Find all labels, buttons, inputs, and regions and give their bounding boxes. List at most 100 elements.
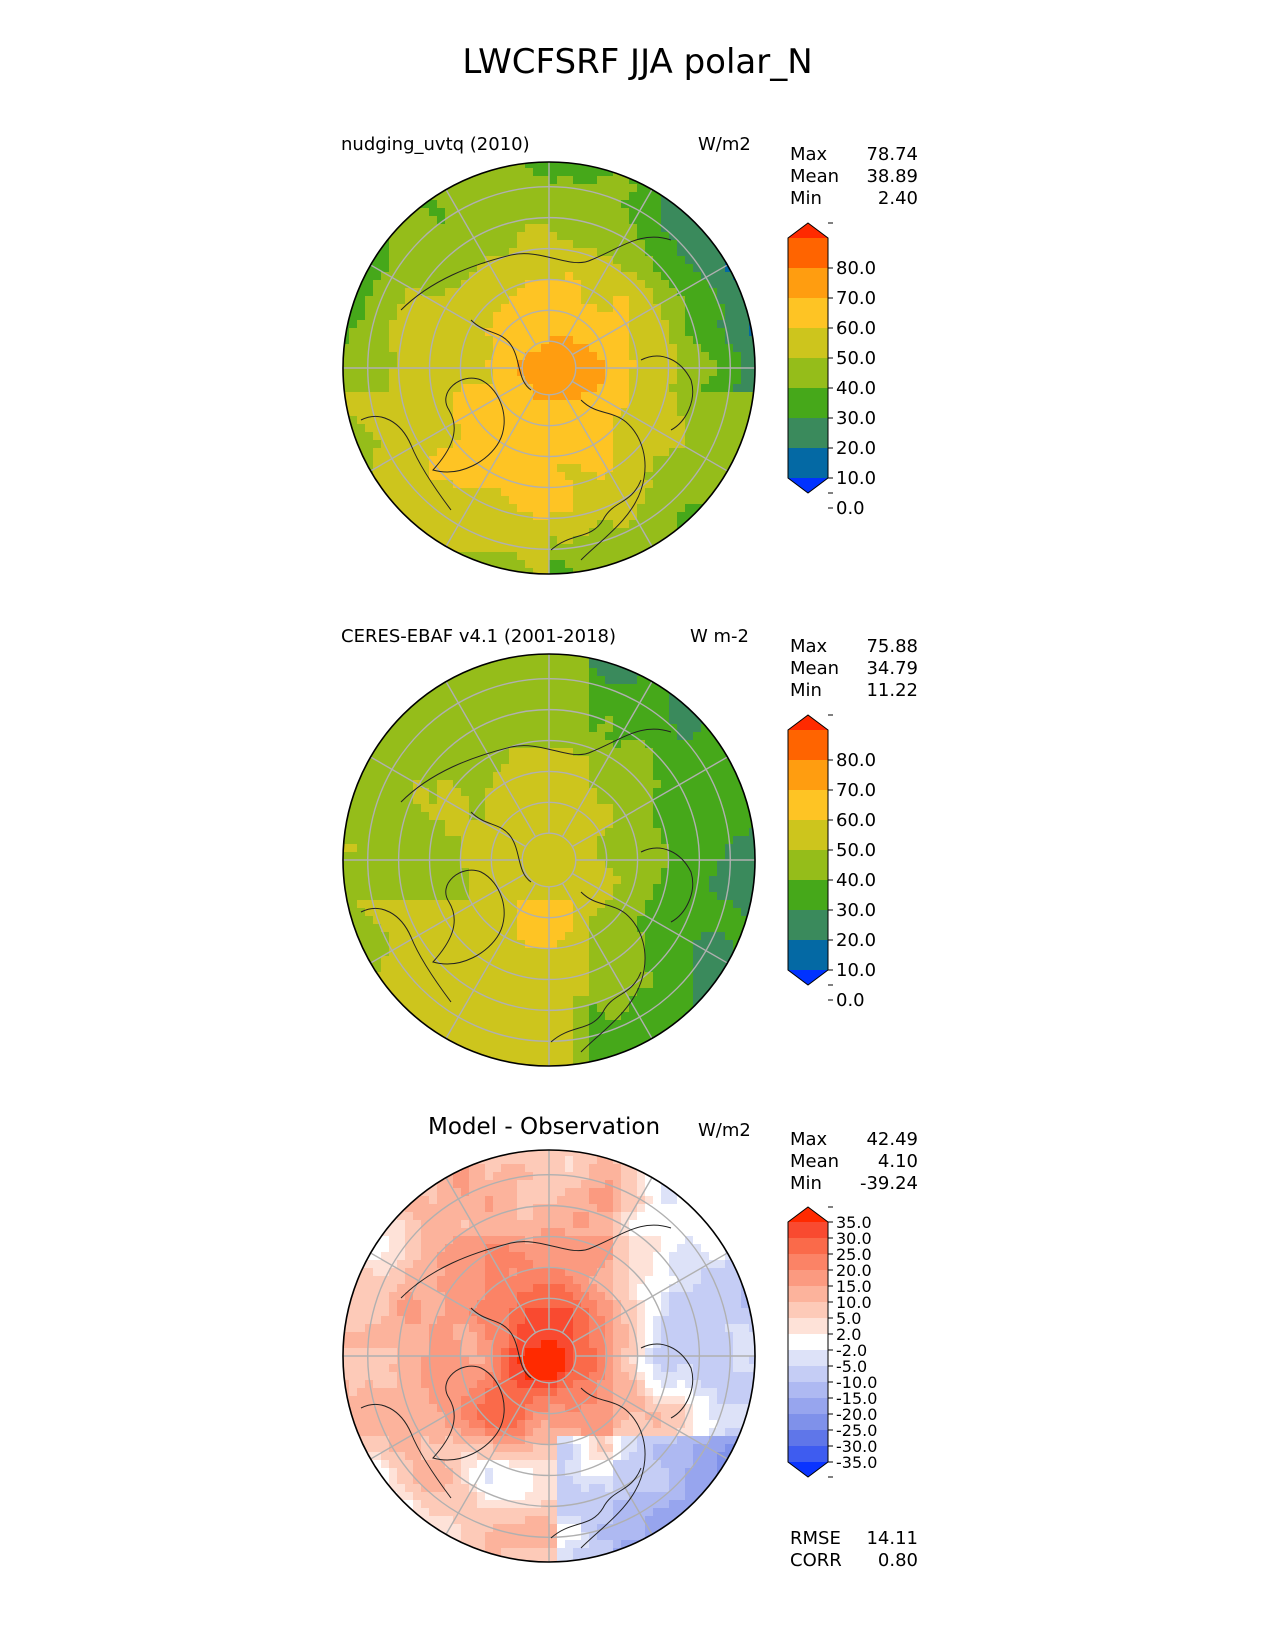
coastline-path [640, 1343, 694, 1419]
colorbar-tick-label: 40.0 [836, 870, 876, 891]
panel-2-label: CERES-EBAF v4.1 (2001-2018) [341, 626, 617, 647]
colorbar-segment [788, 388, 828, 419]
colorbar-segment [788, 358, 828, 389]
colorbar-tick-label: 60.0 [836, 810, 876, 831]
colorbar-segment [788, 1302, 828, 1319]
colorbar-segment [788, 1270, 828, 1287]
colorbar-segment [788, 1318, 828, 1335]
colorbar-tick-label: 0.0 [836, 498, 865, 519]
colorbar-segment [788, 730, 828, 761]
colorbar-tick-label: 20.0 [836, 1261, 872, 1280]
colorbar-tick-label: 5.0 [836, 1309, 861, 1328]
colorbar-segment [788, 1382, 828, 1399]
colorbar-segment [788, 1398, 828, 1415]
graticule [343, 1150, 755, 1562]
colorbar-tick-label: -20.0 [836, 1405, 877, 1424]
colorbar-extend-max [788, 223, 828, 238]
colorbar-segment [788, 880, 828, 911]
stat-mean: Mean 4.10 [790, 1151, 918, 1172]
colorbar-tick-label: 20.0 [836, 930, 876, 951]
coastline-path [470, 811, 532, 883]
colorbar-segment [788, 238, 828, 269]
colorbar-segment [788, 910, 828, 941]
coastline-path [550, 1467, 642, 1539]
colorbar-segment [788, 820, 828, 851]
panel-3-polar-map [342, 1149, 756, 1563]
colorbar-segment [788, 328, 828, 359]
colorbar-segment [788, 940, 828, 971]
panel-1-colorbar: 80.0 70.0 60.0 50.0 40.0 30.0 20.0 10.0 0.0 [787, 222, 876, 519]
colorbar-segment [788, 1430, 828, 1447]
panel-2-colorbar: 80.0 70.0 60.0 50.0 40.0 30.0 20.0 10.0 0.0 [787, 714, 876, 1011]
coastline-path [360, 1403, 452, 1499]
coastline-path [432, 377, 505, 473]
colorbar-tick-label: 30.0 [836, 900, 876, 921]
coastline-path [640, 355, 694, 431]
coastline-path [580, 1387, 646, 1549]
map-boundary [342, 653, 756, 1067]
colorbar-segment [788, 1254, 828, 1271]
colorbar-segment [788, 790, 828, 821]
colorbar-segment [788, 268, 828, 299]
stat-mean: Mean 38.89 [790, 166, 918, 187]
colorbar-segment [788, 850, 828, 881]
colorbar-segment [788, 760, 828, 791]
colorbar-segment [788, 1286, 828, 1303]
colorbar-segment [788, 1238, 828, 1255]
coastline-path [432, 1365, 505, 1461]
metric-rmse: RMSE 14.11 [790, 1528, 918, 1549]
colorbar-segment [788, 1334, 828, 1351]
coastline-path [400, 728, 672, 803]
stat-min: Min 2.40 [790, 188, 918, 209]
coastline-path [470, 1307, 532, 1379]
colorbar-tick-label: 50.0 [836, 840, 876, 861]
coastline-path [432, 869, 505, 965]
panel-3-colorbar: 35.030.025.020.015.010.05.02.0-2.0-5.0-1… [787, 1206, 877, 1478]
map-boundary [342, 161, 756, 575]
colorbar-tick-label: 30.0 [836, 1229, 872, 1248]
coastline-path [550, 479, 642, 551]
colorbar-extend-min [788, 478, 828, 493]
coastline-path [580, 891, 646, 1053]
colorbar-extend-min [788, 970, 828, 985]
colorbar-tick-label: 20.0 [836, 438, 876, 459]
colorbar-tick-label: 15.0 [836, 1277, 872, 1296]
colorbar-segment [788, 1222, 828, 1239]
panel-3-label: Model - Observation [428, 1114, 661, 1140]
colorbar-tick-label: -30.0 [836, 1437, 877, 1456]
colorbar-tick-label: 80.0 [836, 750, 876, 771]
colorbar-segment [788, 418, 828, 449]
coastline-path [360, 415, 452, 511]
colorbar-extend-max [788, 715, 828, 730]
coastline-path [640, 847, 694, 923]
stat-min: Min 11.22 [790, 680, 918, 701]
panel-3-metrics: RMSE 14.11 CORR 0.80 [790, 1528, 918, 1572]
panel-1-units: W/m2 [698, 134, 751, 155]
figure-title: LWCFSRF JJA polar_N [462, 42, 813, 82]
colorbar-segment [788, 1350, 828, 1367]
colorbar-segment [788, 1414, 828, 1431]
colorbar-tick-label: -2.0 [836, 1341, 867, 1360]
colorbar-segment [788, 1446, 828, 1463]
coastlines [360, 1224, 694, 1549]
panel-3-units: W/m2 [698, 1120, 751, 1141]
coastline-path [470, 319, 532, 391]
colorbar-tick-label: 80.0 [836, 258, 876, 279]
field-shading [343, 162, 755, 574]
colorbar-tick-label: 10.0 [836, 468, 876, 489]
stat-max: Max 75.88 [790, 636, 918, 657]
stat-max: Max 42.49 [790, 1129, 918, 1150]
coastlines [360, 728, 694, 1053]
panel-2-units: W m-2 [690, 626, 750, 647]
map-boundary [342, 1149, 756, 1563]
colorbar-tick-label: -15.0 [836, 1389, 877, 1408]
panel-2-polar-map [342, 653, 756, 1067]
colorbar-tick-label: 10.0 [836, 960, 876, 981]
colorbar-tick-label: -5.0 [836, 1357, 867, 1376]
colorbar-segment [788, 448, 828, 479]
colorbar-segment [788, 298, 828, 329]
colorbar-tick-label: 40.0 [836, 378, 876, 399]
colorbar-tick-label: 50.0 [836, 348, 876, 369]
colorbar-tick-label: 60.0 [836, 318, 876, 339]
panel-2-stats: Max 75.88 Mean 34.79 Min 11.22 [790, 636, 918, 702]
